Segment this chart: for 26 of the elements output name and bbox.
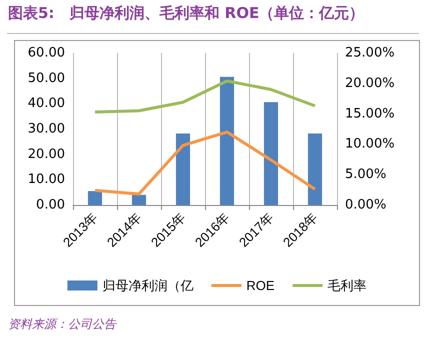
bar <box>264 102 278 205</box>
line-series <box>94 79 316 114</box>
y-tick-label: 30.00 <box>28 122 65 136</box>
y2-tick-label: 0.00% <box>345 198 386 212</box>
bar <box>88 191 102 205</box>
y2-tick-label: 15.00% <box>345 106 395 122</box>
bar <box>132 194 146 205</box>
y-tick-label: 10.00 <box>28 172 65 188</box>
legend-label: 归母净利润（亿 <box>102 278 194 293</box>
chart-title: 图表5: 归母净利润、毛利率和 ROE（单位：亿元） <box>8 4 364 23</box>
legend-label: ROE <box>246 278 275 293</box>
bar <box>220 76 234 205</box>
bar <box>176 134 190 205</box>
y-tick-label: 0.00 <box>36 198 65 212</box>
y2-tick-label: 20.00% <box>345 76 395 91</box>
y-tick-label: 50.00 <box>28 70 65 86</box>
y2-tick-label: 5.00% <box>345 167 386 182</box>
y-tick-label: 20.00 <box>28 146 65 162</box>
y-tick-label: 60.00 <box>28 46 65 60</box>
y-tick-label: 40.00 <box>28 96 65 112</box>
bar <box>308 134 322 205</box>
line-series <box>94 130 316 196</box>
legend-label: 毛利率 <box>328 278 367 293</box>
y2-tick-label: 10.00% <box>345 136 395 152</box>
y2-tick-label: 25.00% <box>345 46 395 60</box>
text: 资料来源：公司公告 <box>8 316 116 333</box>
